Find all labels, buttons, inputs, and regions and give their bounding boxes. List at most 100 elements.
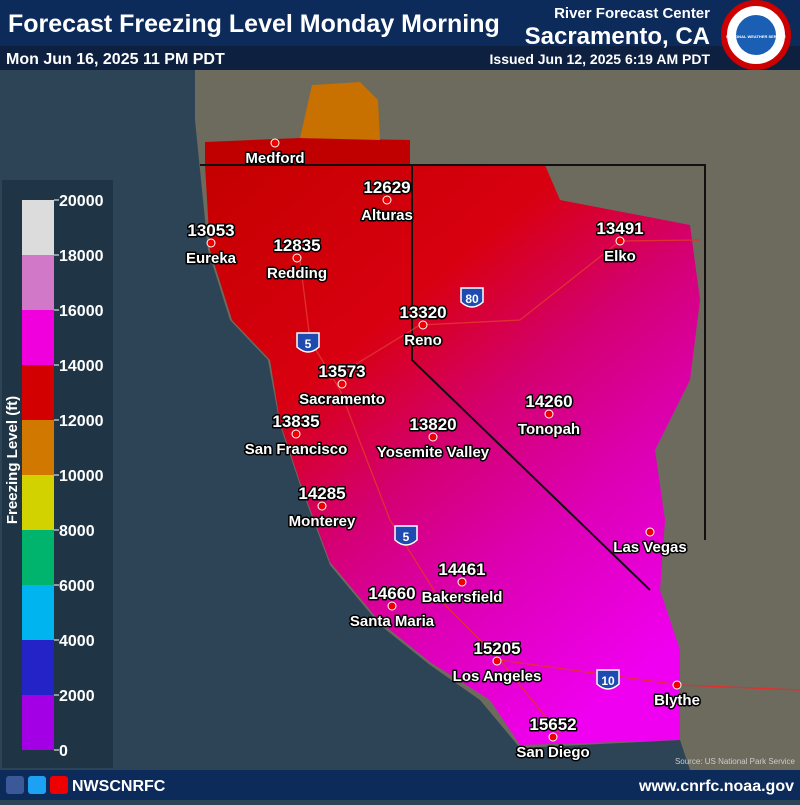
station-dot — [387, 601, 397, 611]
highway-number: 5 — [305, 337, 312, 351]
legend-tick-label: 12000 — [59, 413, 104, 430]
station-name: Elko — [604, 248, 636, 265]
legend-swatch — [22, 640, 54, 695]
station-dot — [317, 501, 327, 511]
station-name: Redding — [267, 265, 327, 282]
station-name: Blythe — [654, 692, 700, 709]
agency: River Forecast Center — [554, 5, 710, 22]
station-dot — [615, 236, 625, 246]
station-dot — [428, 432, 438, 442]
legend-tick-label: 18000 — [59, 248, 104, 265]
station-value: 14285 — [298, 484, 345, 503]
station-name: Reno — [404, 332, 442, 349]
station-dot — [548, 732, 558, 742]
highway-number: 10 — [601, 674, 615, 688]
legend-swatch — [22, 200, 54, 255]
station-value: 13820 — [409, 415, 456, 434]
youtube-icon[interactable] — [50, 776, 68, 794]
freezing-level-oregon — [205, 138, 410, 165]
logo-core — [736, 15, 776, 55]
legend-tick-label: 8000 — [59, 523, 95, 540]
footer-bar — [0, 770, 800, 800]
station-value: 13053 — [187, 221, 234, 240]
freezing-level-orange — [300, 82, 380, 140]
state-borders — [200, 164, 706, 591]
legend-swatch — [22, 475, 54, 530]
header-subbar — [0, 46, 800, 70]
station-value: 15652 — [529, 715, 576, 734]
header-bar — [0, 0, 800, 46]
station-name: Monterey — [289, 513, 356, 530]
station-dot — [206, 238, 216, 248]
legend-swatch — [22, 365, 54, 420]
twitter-icon[interactable] — [28, 776, 46, 794]
station-dot — [292, 253, 302, 263]
station-dot — [492, 656, 502, 666]
legend-box — [2, 180, 113, 768]
station-dot — [337, 379, 347, 389]
station-name: San Diego — [516, 744, 589, 761]
legend-tick-label: 4000 — [59, 633, 95, 650]
legend-tick-label: 6000 — [59, 578, 95, 595]
highway-shield — [394, 525, 418, 546]
station-name: Yosemite Valley — [377, 444, 490, 461]
station-dot — [544, 409, 554, 419]
legend-swatch — [22, 530, 54, 585]
source: Source: US National Park Service — [675, 757, 796, 766]
station-name: Medford — [245, 150, 304, 167]
issued: Issued Jun 12, 2025 6:19 AM PDT — [490, 51, 711, 67]
office: Sacramento, CA — [525, 23, 710, 50]
legend-swatch — [22, 585, 54, 640]
station-value: 13573 — [318, 362, 365, 381]
freezing-level-field — [205, 165, 700, 745]
station-value: 13320 — [399, 303, 446, 322]
station-name: Alturas — [361, 207, 413, 224]
station-name: San Francisco — [245, 441, 348, 458]
legend-tick-label: 16000 — [59, 303, 104, 320]
station-name: Los Angeles — [453, 668, 542, 685]
station-value: 13491 — [596, 219, 643, 238]
station-value: 12835 — [273, 236, 320, 255]
station-value: 15205 — [473, 639, 520, 658]
highway-number: 80 — [465, 292, 479, 306]
facebook-icon[interactable] — [6, 776, 24, 794]
highway-number: 5 — [403, 530, 410, 544]
legend-swatch — [22, 310, 54, 365]
social-handle[interactable]: NWSCNRFC — [72, 778, 166, 795]
legend-tick-label: 10000 — [59, 468, 104, 485]
legend-tick-label: 20000 — [59, 193, 104, 210]
station-value: 12629 — [363, 178, 410, 197]
legend-swatch — [22, 255, 54, 310]
station-name: Bakersfield — [422, 589, 503, 606]
station-dot — [457, 577, 467, 587]
title: Forecast Freezing Level Monday Morning — [8, 10, 500, 38]
station-dot — [291, 429, 301, 439]
highway-shield — [596, 669, 620, 690]
station-value: 14461 — [438, 560, 485, 579]
legend-tick-label: 0 — [59, 743, 68, 760]
station-name: Tonopah — [518, 421, 580, 438]
station-dot — [645, 527, 655, 537]
legend-label: Freezing Level (ft) — [4, 396, 21, 524]
station-name: Eureka — [186, 250, 237, 267]
station-dot — [672, 680, 682, 690]
legend-tick-label: 14000 — [59, 358, 104, 375]
station-name: Santa Maria — [350, 613, 435, 630]
station-dot — [382, 195, 392, 205]
station-name: Sacramento — [299, 391, 385, 408]
legend-tick-label: 2000 — [59, 688, 95, 705]
station-value: 14260 — [525, 392, 572, 411]
website[interactable]: www.cnrfc.noaa.gov — [638, 778, 794, 795]
station-value: 13835 — [272, 412, 319, 431]
highway-shield — [296, 332, 320, 353]
station-name: Las Vegas — [613, 539, 686, 556]
legend-swatch — [22, 695, 54, 750]
station-value: 14660 — [368, 584, 415, 603]
station-dot — [270, 138, 280, 148]
logo-text: NATIONAL WEATHER SERVICE — [726, 34, 786, 39]
highway-shield — [460, 287, 484, 308]
subtitle: Mon Jun 16, 2025 11 PM PDT — [6, 51, 225, 68]
legend-swatch — [22, 420, 54, 475]
station-dot — [418, 320, 428, 330]
